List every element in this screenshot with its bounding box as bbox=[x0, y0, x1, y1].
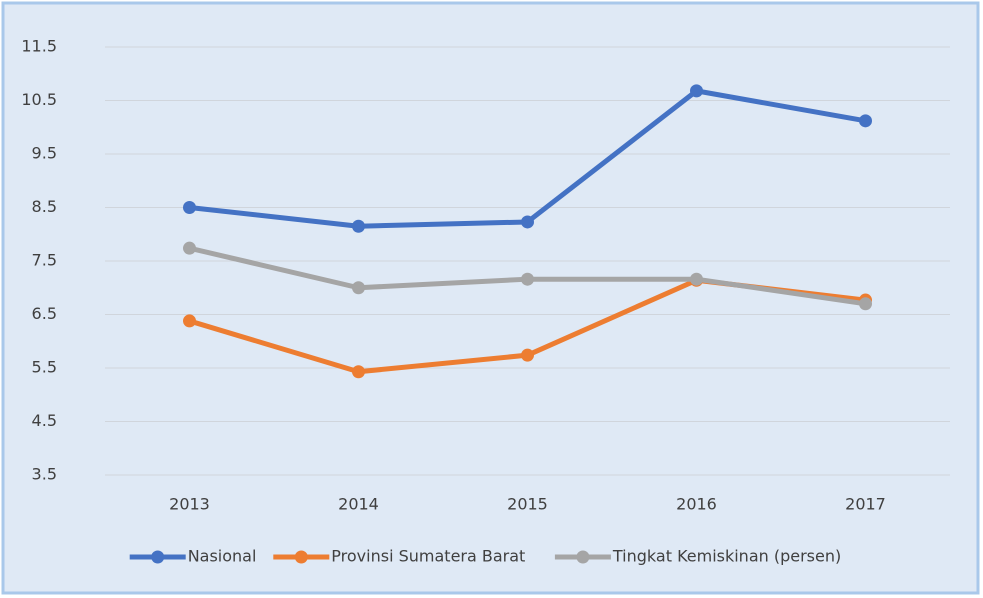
point bbox=[352, 281, 365, 295]
y-tick-label: 3.5 bbox=[32, 465, 57, 484]
point bbox=[521, 348, 534, 362]
point bbox=[859, 297, 872, 311]
point bbox=[352, 219, 365, 233]
y-tick-label: 9.5 bbox=[32, 144, 57, 163]
point bbox=[690, 272, 703, 286]
legend-label: Provinsi Sumatera Barat bbox=[331, 547, 525, 566]
point bbox=[521, 272, 534, 286]
point bbox=[352, 365, 365, 379]
y-tick-label: 10.5 bbox=[21, 90, 57, 109]
x-tick-label: 2015 bbox=[507, 495, 548, 514]
legend-marker bbox=[576, 550, 590, 564]
legend-marker bbox=[294, 550, 308, 564]
y-tick-label: 6.5 bbox=[32, 304, 57, 323]
x-tick-label: 2014 bbox=[338, 495, 379, 514]
legend-marker bbox=[151, 550, 165, 564]
y-tick-label: 7.5 bbox=[32, 251, 57, 270]
y-tick-label: 8.5 bbox=[32, 197, 57, 216]
x-tick-label: 2013 bbox=[169, 495, 210, 514]
y-tick-label: 4.5 bbox=[32, 411, 57, 430]
y-tick-label: 11.5 bbox=[21, 37, 57, 56]
y-tick-label: 5.5 bbox=[32, 358, 57, 377]
point bbox=[521, 215, 534, 229]
x-tick-label: 2017 bbox=[845, 495, 886, 514]
point bbox=[690, 84, 703, 98]
x-tick-label: 2016 bbox=[676, 495, 717, 514]
point bbox=[859, 114, 872, 128]
point bbox=[183, 201, 196, 214]
point bbox=[183, 241, 196, 255]
legend-label: Nasional bbox=[188, 547, 257, 566]
point bbox=[183, 314, 196, 328]
legend-label: Tingkat Kemiskinan (persen) bbox=[612, 547, 841, 566]
